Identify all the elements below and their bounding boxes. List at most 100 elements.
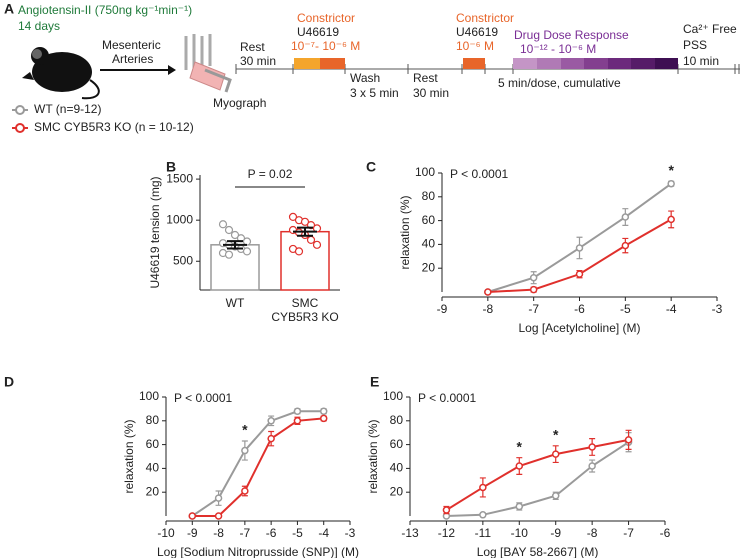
data-point	[241, 446, 249, 455]
error-bar	[223, 240, 247, 250]
data-point	[293, 407, 302, 416]
x-tick-label: -7	[528, 302, 539, 316]
x-tick-label: -4	[666, 302, 677, 316]
y-tick-label: 40	[146, 461, 160, 475]
x-axis-label: Log [BAY 58-2667] (M)	[477, 545, 599, 558]
data-point	[230, 230, 240, 240]
y-tick-label: 20	[390, 484, 404, 498]
x-tick-label: -9	[437, 302, 448, 316]
tissue: Arteries	[112, 52, 153, 66]
x-tick-label: -6	[660, 526, 671, 540]
y-tick-label: 1000	[166, 212, 193, 226]
data-point	[300, 217, 310, 226]
dose-boxes	[513, 58, 678, 69]
step-text: 30 min	[240, 54, 276, 68]
device: Myograph	[213, 96, 266, 110]
x-tick-label: -13	[401, 526, 419, 540]
x-tick-label: -4	[318, 526, 329, 540]
data-point	[319, 414, 328, 423]
y-axis-label: relaxation (%)	[122, 419, 136, 493]
data-point	[241, 487, 249, 495]
bar	[280, 230, 330, 291]
significance-marker: *	[668, 162, 674, 178]
x-tick-label: -8	[482, 302, 493, 316]
x-axis-label: Log [Sodium Nitroprusside (SNP)] (M)	[157, 545, 359, 558]
myograph-icon	[184, 34, 232, 93]
step-text: 10⁻¹² - 10⁻⁶ M	[520, 42, 596, 56]
data-point	[529, 285, 538, 294]
data-point	[214, 512, 223, 520]
data-point	[479, 483, 487, 492]
x-tick-label: -12	[438, 526, 456, 540]
series-line	[445, 438, 629, 511]
legend-marker	[15, 123, 25, 133]
arrow-head	[168, 65, 176, 75]
data-point	[218, 220, 228, 229]
y-tick-label: 80	[390, 413, 404, 427]
y-axis-label: U46619 tension (mg)	[148, 176, 162, 288]
step-text: 10 min	[683, 54, 719, 68]
step-text: Constrictor	[456, 11, 514, 25]
panel-label: C	[366, 159, 376, 175]
panel-label: A	[4, 1, 14, 17]
y-tick-label: 80	[422, 189, 436, 203]
y-tick-label: 100	[139, 389, 159, 403]
step-box	[320, 58, 345, 69]
y-tick-label: 20	[422, 260, 436, 274]
data-point	[294, 247, 304, 256]
x-axis-label: Log [Acetylcholine] (M)	[518, 321, 640, 335]
data-point	[667, 179, 675, 188]
data-point	[306, 235, 316, 244]
series-line	[192, 417, 324, 517]
x-tick-label: -10	[511, 526, 529, 540]
data-point	[479, 511, 487, 519]
data-point	[575, 270, 584, 278]
step-text: PSS	[683, 38, 707, 52]
y-tick-label: 20	[146, 484, 160, 498]
x-tick-label: -3	[712, 302, 723, 316]
data-point	[224, 225, 234, 235]
data-point	[515, 462, 524, 470]
y-tick-label: 40	[422, 237, 436, 251]
tissue: Mesenteric	[102, 38, 161, 52]
data-point	[624, 436, 633, 444]
data-point	[484, 288, 492, 296]
data-point	[319, 407, 328, 416]
data-point	[575, 244, 584, 252]
x-tick-label: -3	[345, 526, 356, 540]
y-tick-label: 60	[146, 437, 160, 451]
data-point	[621, 213, 630, 221]
y-tick-label: 60	[422, 213, 436, 227]
step-box	[294, 58, 320, 69]
duration: 14 days	[18, 19, 60, 33]
x-tick-label: -11	[475, 526, 492, 540]
data-point	[288, 212, 298, 221]
x-tick-label: SMC CYB5R3 KO	[271, 296, 339, 324]
data-point	[621, 241, 630, 250]
data-point	[214, 494, 223, 502]
significance-marker: *	[553, 426, 559, 442]
x-tick-label: -6	[266, 526, 277, 540]
legend-label: WT (n=9-12)	[34, 102, 101, 116]
mouse-icon	[22, 47, 100, 100]
treatment: Angiotensin-II (750ng kg⁻¹min⁻¹)	[18, 3, 192, 17]
data-point	[588, 443, 596, 451]
panel-label: E	[370, 374, 379, 390]
x-tick-label: -8	[587, 526, 598, 540]
y-tick-label: 1500	[166, 171, 193, 185]
x-tick-label: -7	[623, 526, 634, 540]
legend: WT (n=9-12) SMC CYB5R3 KO (n = 10-12)	[12, 102, 194, 134]
data-point	[267, 434, 275, 443]
x-tick-label: WT	[225, 296, 245, 310]
step-text: 30 min	[413, 86, 449, 100]
data-point	[515, 502, 524, 511]
error-bar	[293, 226, 317, 237]
data-point	[242, 247, 252, 256]
significance-marker: *	[517, 438, 523, 454]
x-tick-label: -5	[292, 526, 303, 540]
x-tick-label: -9	[187, 526, 198, 540]
step-text: Rest	[240, 40, 265, 54]
step-text: 5 min/dose, cumulative	[498, 76, 621, 90]
y-tick-label: 80	[146, 413, 160, 427]
